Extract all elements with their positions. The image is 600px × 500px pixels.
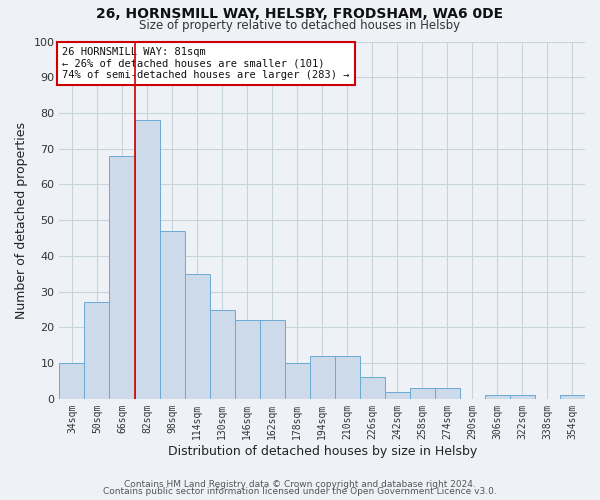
Bar — [385, 392, 410, 399]
Y-axis label: Number of detached properties: Number of detached properties — [15, 122, 28, 318]
Bar — [310, 356, 335, 399]
Bar — [134, 120, 160, 399]
Bar — [235, 320, 260, 399]
Bar — [510, 396, 535, 399]
Text: Contains HM Land Registry data © Crown copyright and database right 2024.: Contains HM Land Registry data © Crown c… — [124, 480, 476, 489]
Bar — [160, 231, 185, 399]
Bar — [59, 363, 85, 399]
Bar — [560, 396, 585, 399]
Bar — [410, 388, 435, 399]
Bar — [209, 310, 235, 399]
Bar — [109, 156, 134, 399]
Bar — [85, 302, 109, 399]
Text: Contains public sector information licensed under the Open Government Licence v3: Contains public sector information licen… — [103, 488, 497, 496]
Text: Size of property relative to detached houses in Helsby: Size of property relative to detached ho… — [139, 18, 461, 32]
Bar — [284, 363, 310, 399]
Bar — [435, 388, 460, 399]
Bar — [335, 356, 360, 399]
Text: 26, HORNSMILL WAY, HELSBY, FRODSHAM, WA6 0DE: 26, HORNSMILL WAY, HELSBY, FRODSHAM, WA6… — [97, 8, 503, 22]
Text: 26 HORNSMILL WAY: 81sqm
← 26% of detached houses are smaller (101)
74% of semi-d: 26 HORNSMILL WAY: 81sqm ← 26% of detache… — [62, 47, 350, 80]
Bar — [485, 396, 510, 399]
Bar — [185, 274, 209, 399]
X-axis label: Distribution of detached houses by size in Helsby: Distribution of detached houses by size … — [167, 444, 477, 458]
Bar — [260, 320, 284, 399]
Bar — [360, 378, 385, 399]
